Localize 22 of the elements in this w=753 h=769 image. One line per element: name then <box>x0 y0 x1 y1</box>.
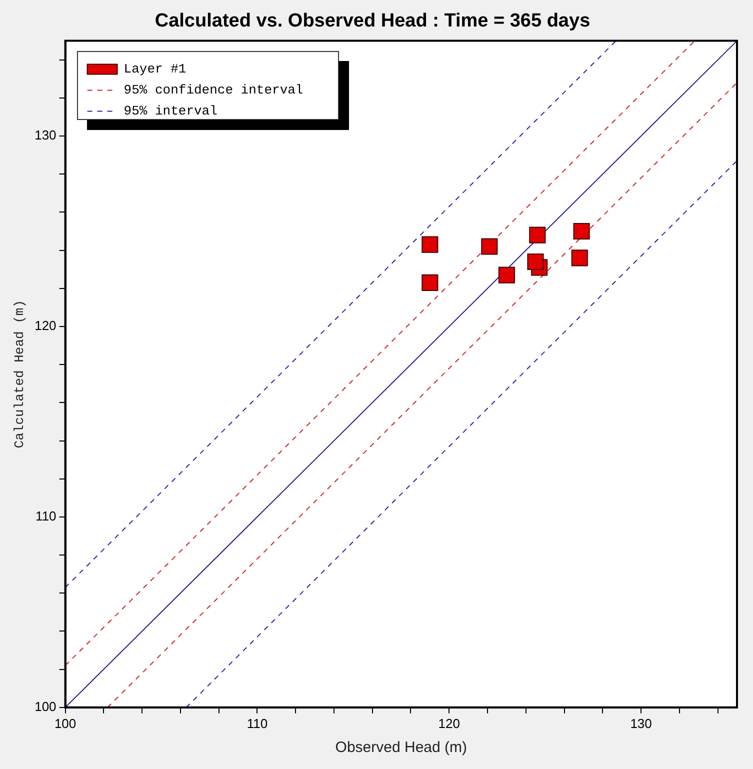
legend-label: 95% confidence interval <box>124 82 304 98</box>
y-tick-label: 100 <box>34 698 56 714</box>
y-tick-label: 130 <box>34 128 56 143</box>
y-axis-title: Calculated Head (m) <box>12 300 28 448</box>
point <box>498 266 515 284</box>
point <box>422 274 438 291</box>
legend-label: Layer #1 <box>124 62 186 77</box>
y-tick-label: 120 <box>34 318 56 334</box>
point <box>527 253 544 270</box>
point <box>573 222 590 240</box>
point <box>422 236 438 253</box>
point <box>571 250 588 266</box>
point <box>481 238 498 255</box>
x-axis-title: Observed Head (m) <box>335 739 468 756</box>
x-tick-label: 100 <box>54 716 76 731</box>
chart-title: Calculated vs. Observed Head : Time = 365 days <box>154 10 590 32</box>
y-tick-label: 110 <box>36 508 56 524</box>
point <box>529 226 546 244</box>
x-tick-label: 120 <box>438 716 460 731</box>
x-tick-label: 130 <box>630 716 652 731</box>
legend-label: 95% interval <box>124 104 218 119</box>
x-tick-label: 110 <box>246 716 268 731</box>
